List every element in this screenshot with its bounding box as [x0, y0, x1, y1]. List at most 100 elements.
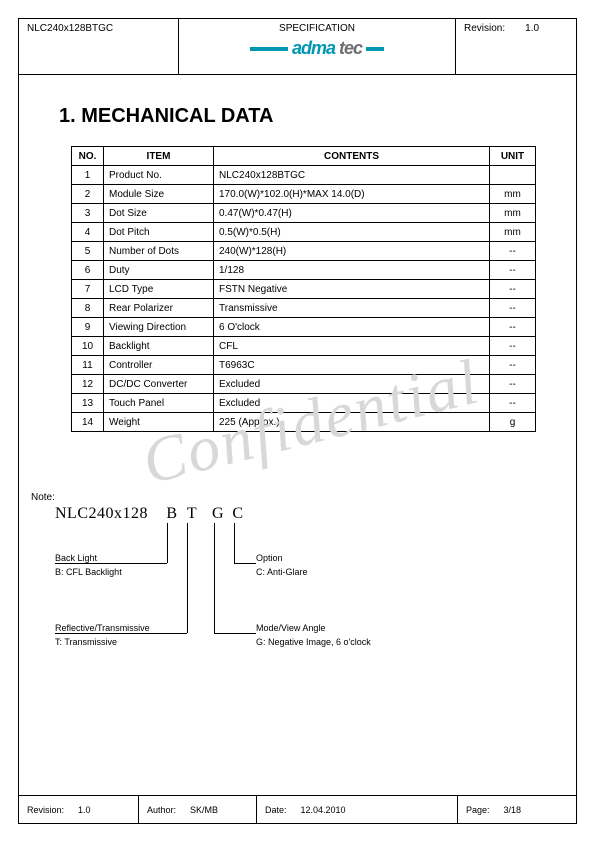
cell-no: 13 [72, 394, 104, 413]
cell-unit: mm [490, 204, 536, 223]
table-row: 11ControllerT6963C-- [72, 356, 536, 375]
cell-item: Dot Size [104, 204, 214, 223]
cell-contents: CFL [214, 337, 490, 356]
cell-contents: T6963C [214, 356, 490, 375]
table-row: 9Viewing Direction6 O'clock-- [72, 318, 536, 337]
cell-no: 8 [72, 299, 104, 318]
cell-contents: 0.47(W)*0.47(H) [214, 204, 490, 223]
code-diagram: Back Light B: CFL Backlight Reflective/T… [59, 523, 536, 703]
footer-page-label: Page: [466, 805, 490, 815]
footer-date-value: 12.04.2010 [301, 805, 346, 815]
callout-mode-desc: G: Negative Image, 6 o'clock [256, 637, 371, 647]
cell-item: Product No. [104, 166, 214, 185]
table-row: 14Weight225 (Approx.)g [72, 413, 536, 432]
revision-value: 1.0 [525, 23, 539, 34]
cell-contents: Transmissive [214, 299, 490, 318]
cell-item: Viewing Direction [104, 318, 214, 337]
part-number: NLC240x128BTGC [27, 23, 170, 34]
hconn-b [55, 563, 167, 564]
cell-item: Number of Dots [104, 242, 214, 261]
footer-revision-label: Revision: [27, 805, 64, 815]
table-row: 13Touch PanelExcluded-- [72, 394, 536, 413]
code-letter-t: T [182, 505, 202, 523]
leader-t [187, 523, 188, 633]
footer-date: Date: 12.04.2010 [257, 796, 458, 823]
callout-transmissive-desc: T: Transmissive [55, 637, 117, 647]
cell-no: 10 [72, 337, 104, 356]
footer-page: Page: 3/18 [458, 796, 576, 823]
hconn-t [55, 633, 187, 634]
footer-revision-value: 1.0 [78, 805, 91, 815]
cell-unit: -- [490, 318, 536, 337]
cell-unit [490, 166, 536, 185]
section-title: 1. MECHANICAL DATA [59, 105, 536, 128]
col-unit: UNIT [490, 147, 536, 166]
code-letter-b: B [162, 505, 182, 523]
note-label: Note: [31, 492, 536, 503]
revision-label: Revision: [464, 23, 505, 34]
hconn-c [234, 563, 256, 564]
cell-unit: -- [490, 299, 536, 318]
cell-no: 14 [72, 413, 104, 432]
cell-no: 9 [72, 318, 104, 337]
cell-unit: -- [490, 356, 536, 375]
table-row: 8Rear PolarizerTransmissive-- [72, 299, 536, 318]
leader-b [167, 523, 168, 563]
mechanical-data-table: NO. ITEM CONTENTS UNIT 1Product No.NLC24… [71, 146, 536, 432]
table-row: 5Number of Dots240(W)*128(H)-- [72, 242, 536, 261]
table-row: 7LCD TypeFSTN Negative-- [72, 280, 536, 299]
leader-c [234, 523, 235, 563]
cell-item: DC/DC Converter [104, 375, 214, 394]
cell-no: 11 [72, 356, 104, 375]
cell-contents: Excluded [214, 394, 490, 413]
cell-no: 1 [72, 166, 104, 185]
cell-item: Dot Pitch [104, 223, 214, 242]
table-row: 1Product No.NLC240x128BTGC [72, 166, 536, 185]
cell-no: 5 [72, 242, 104, 261]
cell-unit: -- [490, 242, 536, 261]
cell-no: 2 [72, 185, 104, 204]
callout-option-title: Option [256, 553, 283, 563]
col-item: ITEM [104, 147, 214, 166]
cell-contents: FSTN Negative [214, 280, 490, 299]
cell-unit: -- [490, 261, 536, 280]
cell-contents: NLC240x128BTGC [214, 166, 490, 185]
cell-item: Duty [104, 261, 214, 280]
cell-unit: -- [490, 337, 536, 356]
cell-contents: 0.5(W)*0.5(H) [214, 223, 490, 242]
footer-revision: Revision: 1.0 [19, 796, 139, 823]
logo-bar-right [366, 47, 384, 51]
hconn-g [214, 633, 256, 634]
cell-no: 7 [72, 280, 104, 299]
table-row: 10BacklightCFL-- [72, 337, 536, 356]
cell-unit: -- [490, 394, 536, 413]
table-row: 6Duty1/128-- [72, 261, 536, 280]
cell-unit: mm [490, 223, 536, 242]
callout-backlight-title: Back Light [55, 553, 97, 563]
col-no: NO. [72, 147, 104, 166]
cell-contents: 170.0(W)*102.0(H)*MAX 14.0(D) [214, 185, 490, 204]
table-row: 3Dot Size0.47(W)*0.47(H)mm [72, 204, 536, 223]
footer-author-label: Author: [147, 805, 176, 815]
footer-page-value: 3/18 [504, 805, 522, 815]
cell-no: 12 [72, 375, 104, 394]
cell-no: 3 [72, 204, 104, 223]
cell-unit: -- [490, 375, 536, 394]
logo: admatec [250, 38, 384, 59]
footer-author-value: SK/MB [190, 805, 218, 815]
cell-item: Rear Polarizer [104, 299, 214, 318]
code-letter-g: G [208, 505, 228, 523]
footer: Revision: 1.0 Author: SK/MB Date: 12.04.… [19, 795, 576, 823]
footer-author: Author: SK/MB [139, 796, 257, 823]
logo-text-b: tec [339, 38, 362, 59]
content-area: Confidential 1. MECHANICAL DATA NO. ITEM… [19, 75, 576, 795]
table-row: 2Module Size170.0(W)*102.0(H)*MAX 14.0(D… [72, 185, 536, 204]
part-code-row: NLC240x128 B T G C [55, 505, 536, 523]
footer-date-label: Date: [265, 805, 287, 815]
code-letter-c: C [228, 505, 248, 523]
table-row: 12DC/DC ConverterExcluded-- [72, 375, 536, 394]
cell-unit: -- [490, 280, 536, 299]
cell-unit: g [490, 413, 536, 432]
cell-contents: 6 O'clock [214, 318, 490, 337]
leader-g [214, 523, 215, 633]
